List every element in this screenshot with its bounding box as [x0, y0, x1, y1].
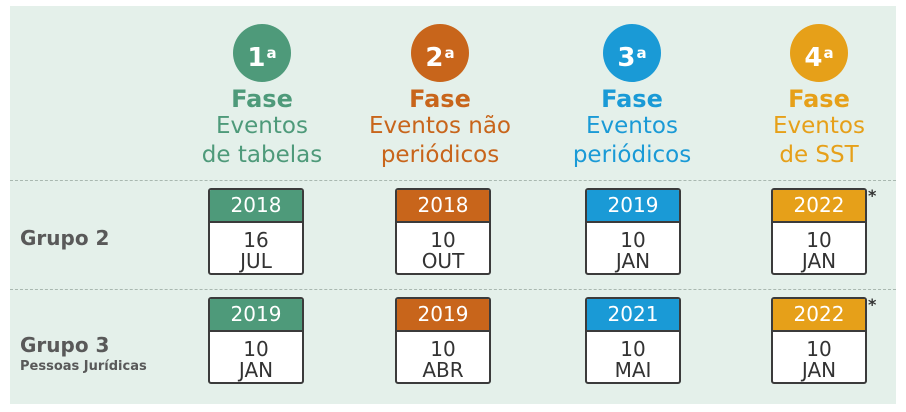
calendar-date: 16 JUL: [210, 223, 302, 273]
phase-2-header: 2a Fase Eventos não periódicos: [345, 0, 535, 170]
phase-4-description: Eventos de SST: [773, 113, 865, 168]
phase-1-description: Eventos de tabelas: [201, 113, 323, 168]
calendar-month: JAN: [801, 249, 837, 273]
phase-3-header: 3a Fase Eventos periódicos: [537, 0, 727, 170]
calendar-date: 10 JAN: [587, 223, 679, 273]
calendar-year: 2022: [773, 190, 865, 223]
phase-3-description: Eventos periódicos: [572, 113, 692, 168]
calendar-group3-phase4: 2022 10 JAN: [771, 297, 867, 384]
calendar-month: JAN: [801, 358, 837, 382]
footnote-asterisk: *: [868, 295, 877, 314]
calendar-day: 10: [620, 337, 646, 361]
calendar-date: 10 OUT: [397, 223, 489, 273]
phase-3-title: Fase: [601, 85, 663, 113]
calendar-group2-phase1: 2018 16 JUL: [208, 188, 304, 275]
calendar-date: 10 JAN: [773, 223, 865, 273]
phase-1-title: Fase: [231, 85, 293, 113]
divider-middle: [10, 289, 896, 290]
calendar-year: 2019: [210, 299, 302, 332]
calendar-date: 10 JAN: [210, 332, 302, 382]
phase-4-badge: 4a: [790, 24, 848, 82]
calendar-year: 2022: [773, 299, 865, 332]
calendar-group2-phase2: 2018 10 OUT: [395, 188, 491, 275]
calendar-month: JAN: [238, 358, 274, 382]
calendar-month: MAI: [614, 358, 652, 382]
group-3-label: Grupo 3 Pessoas Jurídicas: [20, 333, 147, 374]
calendar-date: 10 JAN: [773, 332, 865, 382]
calendar-month: OUT: [421, 249, 465, 273]
phase-1-badge: 1a: [233, 24, 291, 82]
calendar-month: JAN: [615, 249, 651, 273]
calendar-day: 10: [620, 228, 646, 252]
phase-1-header: 1a Fase Eventos de tabelas: [167, 0, 357, 170]
calendar-year: 2019: [397, 299, 489, 332]
calendar-date: 10 ABR: [397, 332, 489, 382]
group-2-title: Grupo 2: [20, 226, 110, 250]
group-2-label: Grupo 2: [20, 226, 109, 250]
calendar-day: 16: [243, 228, 269, 252]
calendar-day: 10: [430, 228, 456, 252]
calendar-day: 10: [243, 337, 269, 361]
footnote-asterisk: *: [868, 186, 877, 205]
phase-4-header: 4a Fase Eventos de SST: [724, 0, 906, 170]
calendar-day: 10: [806, 337, 832, 361]
calendar-day: 10: [430, 337, 456, 361]
phase-2-badge: 2a: [411, 24, 469, 82]
calendar-group2-phase3: 2019 10 JAN: [585, 188, 681, 275]
group-3-subtitle: Pessoas Jurídicas: [20, 359, 147, 374]
calendar-year: 2018: [397, 190, 489, 223]
calendar-month: ABR: [422, 358, 464, 382]
calendar-year: 2018: [210, 190, 302, 223]
calendar-day: 10: [806, 228, 832, 252]
calendar-date: 10 MAI: [587, 332, 679, 382]
calendar-group2-phase4: 2022 10 JAN: [771, 188, 867, 275]
calendar-year: 2021: [587, 299, 679, 332]
calendar-group3-phase3: 2021 10 MAI: [585, 297, 681, 384]
phase-4-title: Fase: [788, 85, 850, 113]
divider-top: [10, 180, 896, 181]
phase-2-description: Eventos não periódicos: [369, 113, 511, 168]
calendar-group3-phase1: 2019 10 JAN: [208, 297, 304, 384]
calendar-year: 2019: [587, 190, 679, 223]
phase-3-badge: 3a: [603, 24, 661, 82]
calendar-month: JUL: [240, 249, 272, 273]
group-3-title: Grupo 3: [20, 333, 110, 357]
phase-2-title: Fase: [409, 85, 471, 113]
calendar-group3-phase2: 2019 10 ABR: [395, 297, 491, 384]
